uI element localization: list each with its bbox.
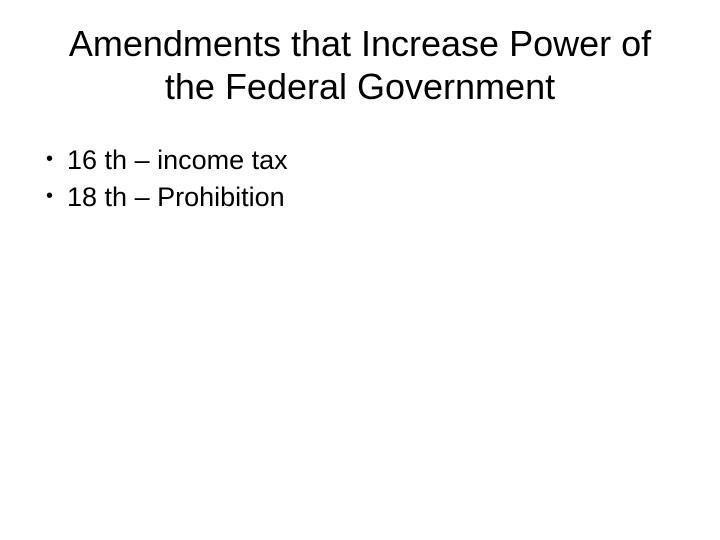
slide-title: Amendments that Increase Power of the Fe… (40, 22, 680, 108)
bullet-icon: • (46, 142, 53, 176)
bullet-list: • 16 th – income tax • 18 th – Prohibiti… (40, 142, 680, 215)
bullet-text: 16 th – income tax (67, 142, 288, 178)
list-item: • 18 th – Prohibition (46, 179, 680, 215)
bullet-text: 18 th – Prohibition (67, 179, 285, 215)
bullet-icon: • (46, 179, 53, 213)
list-item: • 16 th – income tax (46, 142, 680, 178)
